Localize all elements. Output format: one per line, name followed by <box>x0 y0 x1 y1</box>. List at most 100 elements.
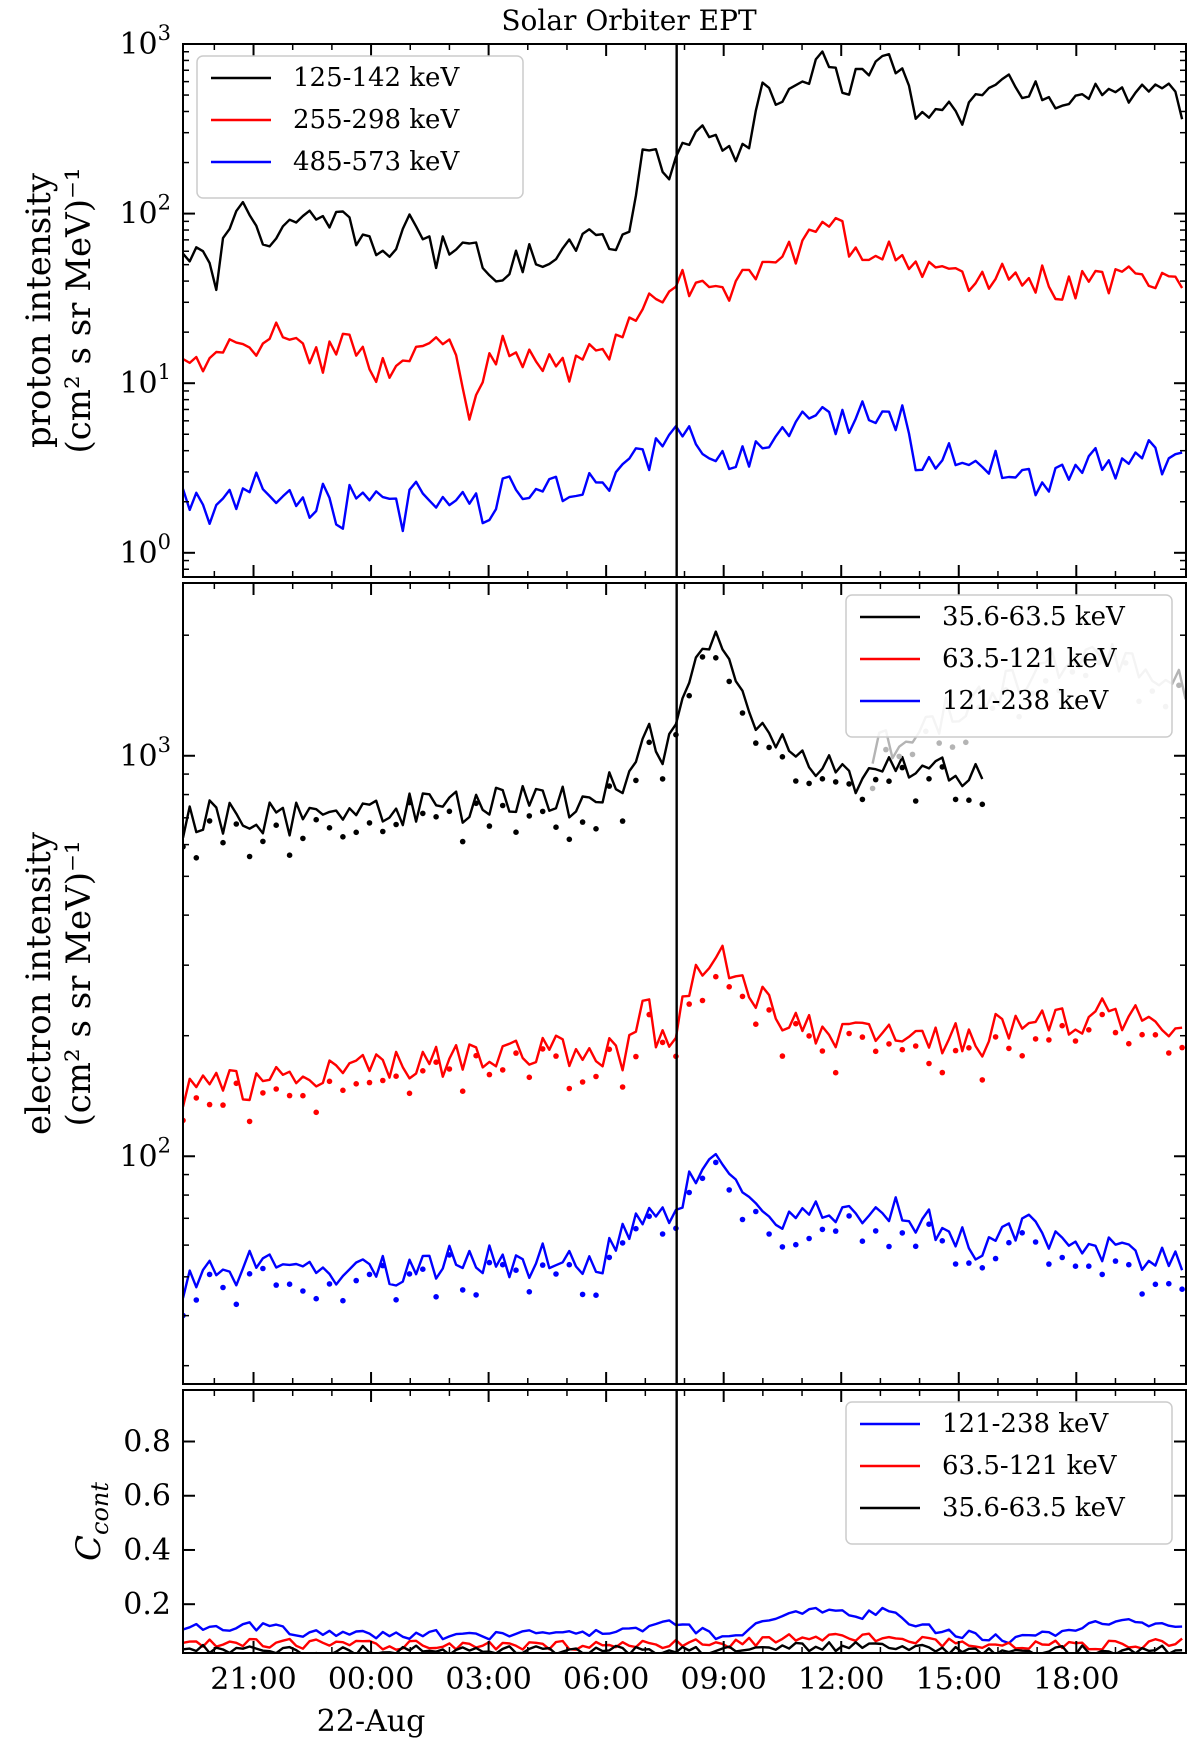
data-point <box>220 1102 226 1108</box>
data-point <box>1059 1254 1065 1261</box>
legend-box <box>845 594 1173 738</box>
data-point <box>366 820 373 826</box>
legend-entry: 121-238 keV <box>942 686 1109 716</box>
data-point <box>406 1090 413 1097</box>
data-point <box>593 1292 599 1298</box>
data-point <box>793 1020 799 1027</box>
data-point <box>832 779 839 785</box>
data-point <box>353 1277 360 1284</box>
data-point <box>912 798 919 804</box>
data-point <box>753 1021 759 1027</box>
series-line-red <box>183 216 1184 421</box>
tick-base: 10 <box>119 366 157 401</box>
data-point <box>966 797 972 803</box>
tick-exponent: 3 <box>158 21 171 45</box>
y-tick-label: 101 <box>119 360 171 401</box>
data-point <box>779 1244 786 1250</box>
tick-base: 10 <box>119 1139 157 1174</box>
panel-3: 0.2 0.4 0.6 0.8 Ccont 121-238 keV 63.5-121 keV… <box>69 1389 1187 1654</box>
data-point <box>313 1109 320 1116</box>
data-point <box>806 1033 812 1039</box>
data-point <box>406 799 413 806</box>
data-point <box>1086 1263 1092 1269</box>
data-point <box>193 1297 200 1303</box>
data-point <box>286 1092 293 1099</box>
data-point <box>566 836 573 843</box>
data-point <box>579 1291 586 1298</box>
data-point <box>499 1261 506 1268</box>
data-point <box>420 1266 426 1272</box>
legend-entry: 255-298 keV <box>293 105 460 135</box>
data-point <box>926 1060 932 1067</box>
data-point <box>686 1189 692 1196</box>
data-point <box>859 1034 866 1040</box>
data-point <box>963 739 969 746</box>
data-point <box>313 816 320 823</box>
data-point <box>633 777 639 784</box>
data-point <box>393 1297 399 1303</box>
data-point <box>713 655 719 661</box>
data-point <box>949 744 956 750</box>
y-tick-label: 102 <box>119 191 171 232</box>
y-tick-label: 103 <box>119 21 171 62</box>
data-point <box>233 1301 240 1308</box>
data-point <box>819 776 826 782</box>
data-point <box>446 1252 453 1258</box>
x-tick-label: 12:00 <box>798 1662 884 1697</box>
data-point <box>766 744 772 751</box>
data-point <box>566 1261 573 1268</box>
data-point <box>593 1073 599 1080</box>
data-point <box>553 1053 559 1059</box>
data-point <box>579 819 586 825</box>
data-point <box>233 1080 240 1087</box>
data-point <box>486 823 493 829</box>
data-point <box>260 838 266 845</box>
data-point <box>393 821 399 828</box>
data-point <box>899 1230 906 1236</box>
data-point <box>1006 1239 1012 1246</box>
data-point <box>926 1221 932 1227</box>
data-point <box>966 1045 972 1051</box>
data-point <box>633 1053 639 1060</box>
data-point <box>753 1208 759 1215</box>
data-point <box>779 1053 786 1059</box>
data-point <box>846 1213 852 1219</box>
data-point <box>473 800 479 807</box>
data-point <box>366 1079 373 1086</box>
series-line-blue <box>183 1152 1184 1299</box>
data-point <box>659 1231 666 1237</box>
data-point <box>872 1048 879 1055</box>
data-point <box>539 1046 546 1052</box>
data-point <box>553 1271 559 1277</box>
series-line-black <box>183 630 984 838</box>
data-point <box>646 1213 652 1220</box>
data-point <box>846 781 852 787</box>
data-point <box>726 678 732 685</box>
data-point <box>553 824 559 830</box>
data-point <box>699 654 706 660</box>
series-line-blue <box>183 400 1183 533</box>
data-point <box>1086 1027 1092 1033</box>
data-point <box>979 801 986 808</box>
data-point <box>1166 1280 1172 1287</box>
data-point <box>246 1118 253 1125</box>
data-point <box>1019 1230 1025 1236</box>
data-point <box>883 746 889 753</box>
legend-entry: 63.5-121 keV <box>942 644 1118 674</box>
series-line-black <box>183 50 1184 292</box>
y-tick-label: 0.2 <box>123 1587 171 1622</box>
data-point <box>206 1101 213 1108</box>
y-axis-label: Ccont <box>69 1482 114 1561</box>
data-point <box>646 739 652 746</box>
y-tick-label: 0.4 <box>123 1533 171 1568</box>
data-point <box>766 1231 772 1237</box>
data-point <box>1139 1031 1145 1038</box>
tick-exponent: 2 <box>158 1133 171 1157</box>
data-point <box>779 754 786 760</box>
legend-entry: 125-142 keV <box>293 63 460 93</box>
data-point <box>992 1034 999 1040</box>
data-point <box>393 1073 399 1079</box>
data-point <box>300 1092 306 1099</box>
data-point <box>859 796 866 803</box>
data-point <box>659 776 666 782</box>
